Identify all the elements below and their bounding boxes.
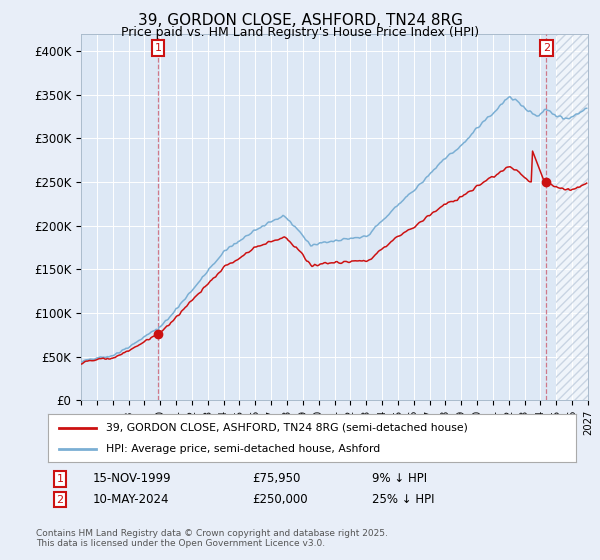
Text: £250,000: £250,000 — [252, 493, 308, 506]
Text: 39, GORDON CLOSE, ASHFORD, TN24 8RG (semi-detached house): 39, GORDON CLOSE, ASHFORD, TN24 8RG (sem… — [106, 423, 468, 433]
Text: 9% ↓ HPI: 9% ↓ HPI — [372, 472, 427, 486]
Bar — [556, 34, 588, 400]
Text: 2: 2 — [56, 494, 64, 505]
Text: 1: 1 — [155, 43, 161, 53]
Text: 39, GORDON CLOSE, ASHFORD, TN24 8RG: 39, GORDON CLOSE, ASHFORD, TN24 8RG — [137, 13, 463, 28]
Text: Contains HM Land Registry data © Crown copyright and database right 2025.
This d: Contains HM Land Registry data © Crown c… — [36, 529, 388, 548]
Text: 25% ↓ HPI: 25% ↓ HPI — [372, 493, 434, 506]
Text: £75,950: £75,950 — [252, 472, 301, 486]
Text: 1: 1 — [56, 474, 64, 484]
Text: 15-NOV-1999: 15-NOV-1999 — [93, 472, 172, 486]
Text: 10-MAY-2024: 10-MAY-2024 — [93, 493, 170, 506]
Text: Price paid vs. HM Land Registry's House Price Index (HPI): Price paid vs. HM Land Registry's House … — [121, 26, 479, 39]
Text: 2: 2 — [543, 43, 550, 53]
Text: HPI: Average price, semi-detached house, Ashford: HPI: Average price, semi-detached house,… — [106, 444, 380, 454]
